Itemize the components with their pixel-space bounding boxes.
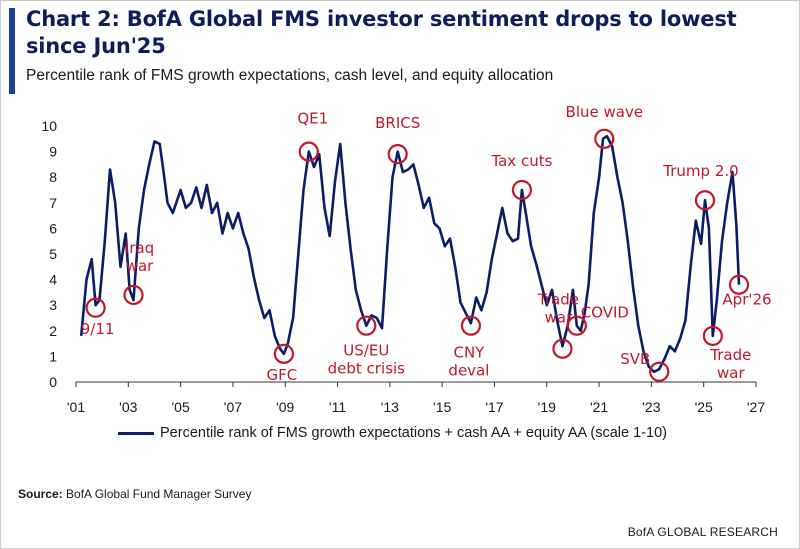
annotation-circle (511, 179, 533, 201)
chart-subtitle: Percentile rank of FMS growth expectatio… (26, 67, 554, 84)
x-tick-label: '19 (538, 399, 556, 415)
x-tick-label: '01 (67, 399, 85, 415)
annotation-label: CNY deval (448, 344, 489, 380)
annotation-label: Tax cuts (490, 152, 552, 170)
legend: Percentile rank of FMS growth expectatio… (118, 422, 667, 444)
source-text: BofA Global Fund Manager Survey (66, 487, 252, 501)
y-tick-label: 10 (41, 118, 57, 134)
x-tick-label: '09 (276, 399, 294, 415)
annotation-label: QE1 (297, 110, 328, 128)
annotation-circle (728, 274, 750, 295)
y-tick-label: 5 (49, 246, 57, 262)
annotation-label: SVB (620, 350, 650, 368)
annotation-label: Trump 2.0 (662, 162, 738, 180)
annotation-circle (702, 325, 723, 347)
annotation-label: Iraq war (125, 239, 154, 275)
annotation-circle (85, 297, 106, 318)
y-tick-label: 1 (49, 348, 57, 364)
x-tick-label: '07 (224, 399, 242, 415)
series-line (79, 134, 741, 374)
annotation-label: US/EU debt crisis (328, 342, 405, 378)
x-tick-label: '27 (747, 399, 765, 415)
annotation-label: BRICS (375, 114, 420, 132)
x-tick-label: '15 (433, 399, 451, 415)
annotation-label: GFC (267, 366, 298, 384)
annotation-circle (387, 144, 408, 165)
legend-label: Percentile rank of FMS growth expectatio… (160, 425, 667, 441)
y-tick-label: 4 (49, 272, 57, 288)
annotation-label: Apr'26 (722, 291, 771, 309)
annotation-circle (694, 190, 716, 211)
annotation-label: Trade war (709, 346, 751, 382)
x-tick-label: '17 (485, 399, 503, 415)
annotation-label: Trade war (537, 291, 579, 327)
y-tick-label: 7 (49, 195, 57, 211)
y-tick-label: 0 (49, 374, 57, 390)
annotation-label: Blue wave (566, 103, 644, 121)
annotation-circle (594, 128, 615, 149)
y-tick-label: 9 (49, 144, 57, 160)
annotation-circle (460, 315, 482, 336)
annotation-circle (298, 141, 319, 162)
x-tick-label: '13 (381, 399, 399, 415)
source-note: Source: BofA Global Fund Manager Survey (18, 487, 251, 501)
annotation-circle (566, 315, 587, 336)
annotation-label: COVID (581, 304, 629, 322)
y-tick-label: 3 (49, 297, 57, 313)
annotation-circle (273, 343, 295, 364)
legend-line-swatch (118, 431, 154, 435)
x-tick-label: '03 (119, 399, 137, 415)
annotation-circle (356, 315, 377, 336)
x-tick-label: '05 (171, 399, 189, 415)
chart-title: Chart 2: BofA Global FMS investor sentim… (26, 7, 737, 58)
annotation-circle (123, 284, 144, 306)
x-tick-label: '11 (329, 399, 346, 415)
x-tick-label: '23 (642, 399, 660, 415)
annotation-label: 9/11 (81, 320, 115, 338)
x-tick-label: '25 (695, 399, 713, 415)
y-tick-label: 6 (49, 220, 57, 236)
source-label: Source: (18, 487, 63, 501)
annotation-circle (649, 361, 670, 382)
annotation-circle (552, 338, 573, 359)
y-tick-label: 2 (49, 323, 57, 339)
y-tick-label: 8 (49, 169, 57, 185)
brand-footer: BofA GLOBAL RESEARCH (627, 525, 778, 539)
x-tick-label: '21 (590, 399, 608, 415)
title-accent-bar (9, 8, 15, 94)
